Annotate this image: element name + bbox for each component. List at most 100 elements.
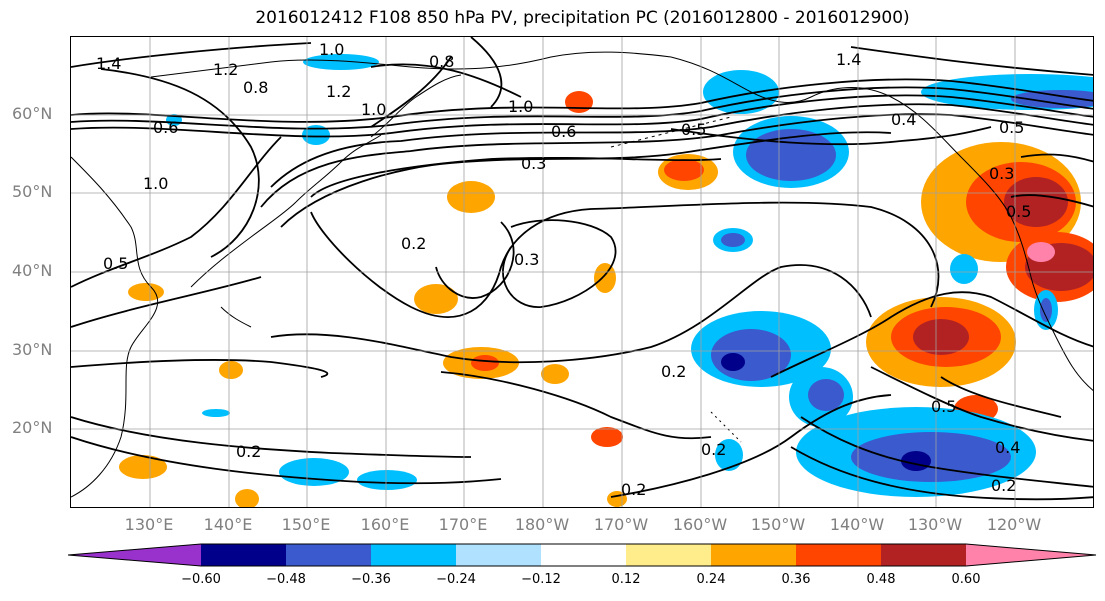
colorbar-outline xyxy=(68,543,1097,567)
precip-positive-area xyxy=(664,159,704,181)
precip-negative-area xyxy=(715,439,743,471)
colorbar-tick: 0.24 xyxy=(696,572,726,587)
pv-contour-line xyxy=(1020,153,1093,163)
pv-contour-line xyxy=(71,276,262,328)
lat-label-30n: 30°N xyxy=(12,340,53,359)
contour-label: 1.0 xyxy=(361,100,386,119)
pv-contour-line xyxy=(870,366,1093,442)
coastline-north-asia xyxy=(150,51,672,78)
contour-label: 0.3 xyxy=(989,164,1014,183)
lon-label-180w: 180°W xyxy=(514,515,570,534)
pv-contour-line xyxy=(270,264,872,364)
precip-negative-area xyxy=(851,432,1011,482)
map-canvas: 1.4 1.0 1.2 0.8 0.8 1.2 1.0 1.0 0.6 1.0 … xyxy=(71,37,1093,507)
precip-negative-area xyxy=(808,379,844,411)
colorbar-tick: −0.48 xyxy=(266,572,306,587)
contour-label: 1.0 xyxy=(143,174,168,193)
precip-positive-area xyxy=(128,283,164,301)
precip-negative-area xyxy=(1011,90,1093,108)
colorbar-tick: 0.12 xyxy=(611,572,641,587)
contour-label: 0.5 xyxy=(1006,202,1031,221)
precip-positive-area xyxy=(235,489,259,507)
colorbar xyxy=(68,543,1097,567)
pv-contour-line xyxy=(71,136,282,288)
pv-contour-line xyxy=(71,94,1093,138)
contour-label: 0.2 xyxy=(621,480,646,499)
coastline-alaska xyxy=(670,56,1012,218)
pv-contour-line xyxy=(71,436,502,485)
contour-label: 0.5 xyxy=(931,397,956,416)
contour-label: 0.2 xyxy=(661,362,686,381)
lon-label-160w: 160°W xyxy=(672,515,728,534)
precip-positive-area xyxy=(447,181,495,213)
precip-negative-area xyxy=(1040,298,1052,322)
pv-contour-line xyxy=(670,126,992,146)
coastline-north-america xyxy=(1010,216,1093,391)
colorbar-swatch xyxy=(711,544,796,566)
precip-positive-area xyxy=(591,427,623,447)
pv-contour-line xyxy=(610,394,892,498)
lat-label-50n: 50°N xyxy=(12,182,53,201)
precip-positive-area xyxy=(471,355,499,371)
pv-contour-line xyxy=(71,78,1093,123)
precip-negative-area xyxy=(303,54,379,70)
colorbar-swatch xyxy=(371,544,456,566)
precip-positive-area xyxy=(414,284,458,314)
lon-label-170e: 170°E xyxy=(438,515,488,534)
colorbar-swatch xyxy=(541,544,626,566)
colorbar-swatch xyxy=(796,544,881,566)
precip-negative-area xyxy=(721,353,745,371)
contour-label: 1.0 xyxy=(319,40,344,59)
contour-labels: 1.4 1.0 1.2 0.8 0.8 1.2 1.0 1.0 0.6 1.0 … xyxy=(96,40,1031,499)
contour-label: 0.2 xyxy=(701,440,726,459)
pv-contour-line xyxy=(770,291,1093,378)
precip-negative-area xyxy=(202,409,230,417)
lon-label-140w: 140°W xyxy=(829,515,885,534)
precip-positive-area xyxy=(541,364,569,384)
colorbar-tick: −0.60 xyxy=(181,572,221,587)
coastline-kuril xyxy=(295,134,382,203)
pv-contour-line xyxy=(100,68,260,258)
pv-contour-line xyxy=(440,371,712,440)
precip-positive-area xyxy=(1027,242,1055,262)
precip-positive-area xyxy=(119,455,167,479)
contour-label: 0.3 xyxy=(521,154,546,173)
pv-contour-line xyxy=(71,416,472,458)
lon-label-160e: 160°E xyxy=(360,515,410,534)
precipitation-shading xyxy=(119,54,1093,507)
coastline-japan xyxy=(190,201,297,328)
contour-label: 0.2 xyxy=(236,442,261,461)
precip-negative-area xyxy=(950,254,978,284)
colorbar-swatch xyxy=(881,544,966,566)
map-grid xyxy=(71,37,1093,507)
colorbar-swatch xyxy=(286,544,371,566)
pv-contour-line xyxy=(270,103,1093,188)
contour-label: 0.5 xyxy=(103,254,128,273)
precip-positive-area xyxy=(594,263,616,293)
pv-contour-line xyxy=(470,37,503,108)
contour-label: 0.5 xyxy=(681,120,706,139)
pv-contour-line xyxy=(1010,194,1093,208)
contour-label: 0.3 xyxy=(514,250,539,269)
contour-label: 1.4 xyxy=(96,54,121,73)
coastline-aleutians xyxy=(610,116,732,148)
pv-contour-line xyxy=(260,113,1093,208)
precip-negative-area xyxy=(721,233,745,247)
colorbar-extend-high xyxy=(966,544,1096,566)
colorbar-tick: −0.24 xyxy=(436,572,476,587)
pv-contour-line xyxy=(435,221,515,299)
precip-positive-area xyxy=(1004,177,1068,227)
map-panel: 1.4 1.0 1.2 0.8 0.8 1.2 1.0 1.0 0.6 1.0 … xyxy=(70,36,1094,508)
precip-positive-area xyxy=(219,361,243,379)
lon-label-170w: 170°W xyxy=(593,515,649,534)
colorbar-tick: −0.36 xyxy=(351,572,391,587)
contour-label: 1.2 xyxy=(213,60,238,79)
pv-contour-line xyxy=(71,42,312,68)
contour-label: 0.8 xyxy=(243,78,268,97)
lon-label-130w: 130°W xyxy=(907,515,963,534)
precip-positive-area xyxy=(565,91,593,113)
precip-negative-area xyxy=(357,470,417,490)
precip-negative-area xyxy=(279,458,349,486)
precip-negative-area xyxy=(703,70,779,114)
colorbar-extend-low xyxy=(68,544,201,566)
